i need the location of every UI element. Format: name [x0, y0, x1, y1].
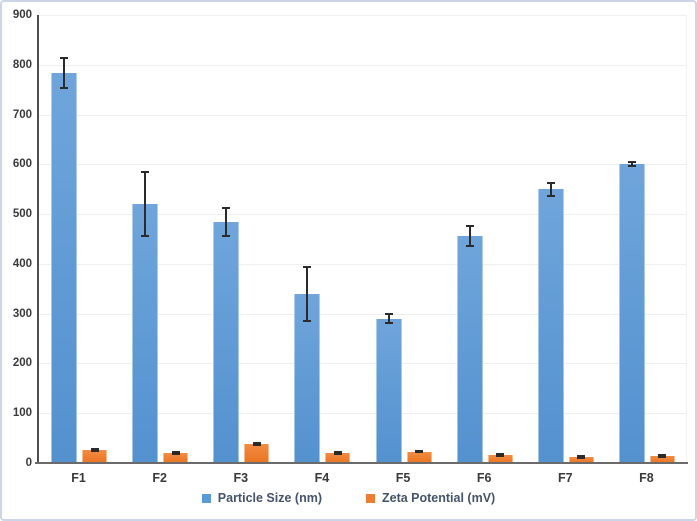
error-bar-particle-size-nm-f7 [549, 182, 552, 196]
error-bar-cap-top-zeta-potential-mv-f2 [171, 450, 180, 453]
error-bar-cap-bottom-particle-size-nm-f2 [141, 234, 150, 237]
x-category-label-f4: F4 [314, 471, 330, 485]
legend-label-particle-size: Particle Size (nm) [217, 491, 322, 505]
error-bar-cap-top-particle-size-nm-f6 [465, 225, 474, 228]
y-tick-label-600: 600 [12, 158, 32, 171]
legend-swatch-zeta-potential-icon [365, 493, 375, 503]
error-bar-cap-top-particle-size-nm-f1 [60, 57, 68, 60]
error-bar-cap-bottom-particle-size-nm-f3 [222, 234, 231, 237]
error-bar-particle-size-nm-f3 [225, 207, 228, 236]
bar-zeta-potential-mv-f7 [568, 457, 594, 463]
bar-particle-size-nm-f1 [51, 73, 77, 463]
error-bar-cap-bottom-zeta-potential-mv-f3 [252, 444, 261, 447]
bar-zeta-potential-mv-f2 [163, 452, 189, 463]
error-bar-cap-top-particle-size-nm-f7 [546, 181, 555, 184]
error-bar-cap-top-particle-size-nm-f4 [303, 266, 312, 269]
error-bar-cap-top-zeta-potential-mv-f3 [252, 442, 261, 445]
error-bar-cap-top-zeta-potential-mv-f6 [496, 452, 505, 455]
y-tick-label-400: 400 [12, 257, 32, 270]
bar-zeta-potential-mv-f4 [325, 453, 351, 463]
gridline-500 [38, 214, 687, 216]
bar-zeta-potential-mv-f1 [82, 450, 107, 463]
error-bar-particle-size-nm-f8 [630, 162, 633, 167]
bar-particle-size-nm-f7 [537, 189, 564, 463]
bar-zeta-potential-mv-f3 [244, 444, 270, 463]
gridline-400 [38, 263, 687, 265]
x-category-label-f1: F1 [71, 471, 86, 485]
y-tick-label-0: 0 [25, 457, 32, 469]
legend-label-zeta-potential: Zeta Potential (mV) [381, 491, 496, 505]
legend-item-zeta-potential: Zeta Potential (mV) [365, 491, 496, 505]
x-category-label-f7: F7 [558, 471, 573, 485]
error-bar-particle-size-nm-f6 [468, 226, 471, 246]
error-bar-particle-size-nm-f5 [387, 314, 390, 324]
error-bar-cap-bottom-particle-size-nm-f6 [465, 244, 474, 247]
error-bar-cap-top-particle-size-nm-f8 [627, 161, 636, 164]
error-bar-cap-bottom-zeta-potential-mv-f5 [415, 451, 423, 454]
gridline-800 [38, 64, 687, 66]
bar-particle-size-nm-f4 [294, 294, 321, 463]
error-bar-cap-top-particle-size-nm-f3 [222, 206, 231, 209]
error-bar-particle-size-nm-f1 [63, 58, 65, 89]
error-bar-cap-top-zeta-potential-mv-f8 [658, 453, 667, 456]
x-category-label-f3: F3 [233, 471, 249, 485]
y-tick-label-300: 300 [12, 307, 32, 320]
bar-zeta-potential-mv-f8 [649, 455, 675, 463]
y-tick-label-100: 100 [12, 407, 32, 420]
error-bar-cap-bottom-zeta-potential-mv-f4 [333, 453, 342, 456]
error-bar-cap-bottom-particle-size-nm-f7 [546, 194, 555, 197]
y-tick-label-900: 900 [12, 9, 32, 21]
bar-zeta-potential-mv-f5 [406, 451, 432, 463]
y-tick-label-200: 200 [12, 357, 32, 370]
error-bar-particle-size-nm-f4 [306, 267, 309, 322]
error-bar-cap-bottom-zeta-potential-mv-f1 [90, 450, 99, 453]
bar-particle-size-nm-f3 [213, 221, 240, 463]
x-axis-category-labels: F1 F2 F3 F4 F5 F6 F7 F8 [38, 471, 687, 487]
error-bar-cap-bottom-zeta-potential-mv-f2 [171, 452, 180, 455]
x-category-label-f2: F2 [152, 471, 167, 485]
y-axis-line [37, 15, 39, 463]
plot-right-edge [686, 15, 687, 463]
error-bar-cap-top-zeta-potential-mv-f1 [90, 448, 99, 451]
error-bar-particle-size-nm-f2 [144, 171, 147, 236]
bar-zeta-potential-mv-f6 [487, 454, 513, 463]
error-bar-cap-bottom-particle-size-nm-f8 [627, 165, 636, 168]
gridline-900 [38, 15, 687, 16]
error-bar-cap-bottom-particle-size-nm-f4 [303, 320, 312, 323]
x-category-label-f5: F5 [395, 471, 411, 485]
plot-area [38, 15, 687, 463]
legend-item-particle-size: Particle Size (nm) [201, 491, 322, 505]
bar-particle-size-nm-f2 [132, 203, 159, 463]
bar-particle-size-nm-f8 [618, 164, 645, 463]
gridline-100 [38, 413, 687, 415]
error-bar-cap-top-zeta-potential-mv-f7 [577, 455, 586, 458]
gridline-700 [38, 114, 687, 116]
x-category-label-f8: F8 [639, 471, 654, 485]
error-bar-cap-top-particle-size-nm-f5 [384, 313, 393, 316]
legend-swatch-particle-size-icon [201, 493, 211, 503]
y-tick-label-800: 800 [12, 58, 32, 71]
error-bar-cap-bottom-zeta-potential-mv-f7 [577, 457, 586, 460]
legend: Particle Size (nm) Zeta Potential (mV) [2, 491, 695, 505]
error-bar-cap-bottom-particle-size-nm-f5 [384, 322, 393, 325]
error-bar-cap-top-particle-size-nm-f2 [141, 170, 150, 173]
error-bar-cap-bottom-zeta-potential-mv-f8 [658, 455, 667, 458]
y-tick-label-500: 500 [12, 208, 32, 221]
x-axis-line [35, 462, 688, 464]
error-bar-cap-bottom-particle-size-nm-f1 [60, 87, 68, 90]
gridline-200 [38, 363, 687, 365]
error-bar-cap-top-zeta-potential-mv-f4 [333, 451, 342, 454]
y-tick-label-700: 700 [12, 108, 32, 121]
x-category-label-f6: F6 [476, 471, 492, 485]
gridline-600 [38, 164, 687, 166]
gridline-300 [38, 313, 687, 315]
error-bar-cap-bottom-zeta-potential-mv-f6 [496, 454, 505, 457]
bar-particle-size-nm-f5 [375, 318, 402, 463]
bar-particle-size-nm-f6 [456, 236, 483, 463]
